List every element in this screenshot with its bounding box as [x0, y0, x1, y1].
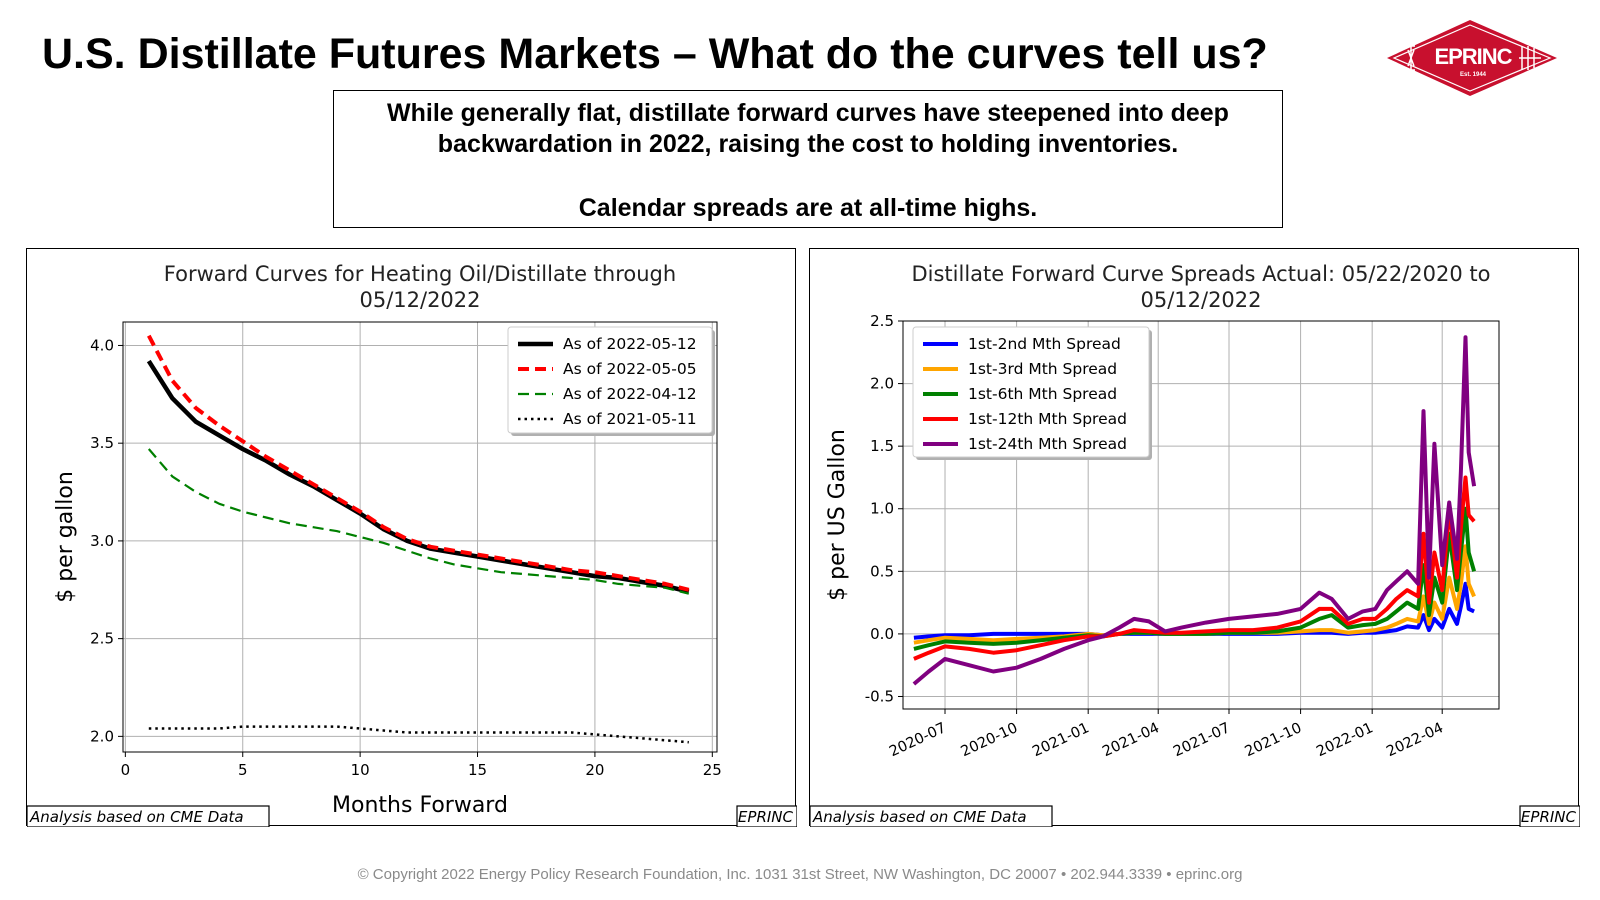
callout-line-1: While generally flat, distillate forward…: [387, 99, 1229, 127]
spreads-panel: Distillate Forward Curve Spreads Actual:…: [809, 248, 1580, 827]
y-tick-label: -0.5: [865, 687, 894, 705]
y-tick-label: 2.5: [90, 630, 114, 648]
x-tick-label: 2020-10: [959, 720, 1021, 760]
x-tick-label: 15: [468, 761, 487, 779]
legend-label: 1st-24th Mth Spread: [968, 435, 1127, 453]
series-line-4: [148, 725, 689, 744]
source-note: Analysis based on CME Data: [812, 808, 1027, 826]
y-tick-label: 0.0: [870, 625, 894, 643]
forward-curves-panel: Forward Curves for Heating Oil/Distillat…: [26, 248, 797, 827]
y-tick-label: 2.0: [90, 727, 114, 745]
svg-text:EPRINC: EPRINC: [1434, 44, 1512, 69]
x-tick-label: 10: [351, 761, 370, 779]
source-note-box: [27, 805, 270, 827]
source-note: Analysis based on CME Data: [29, 808, 244, 826]
series-line-3: [147, 448, 690, 595]
legend-label: As of 2021-05-11: [563, 410, 697, 428]
legend-label: 1st-12th Mth Spread: [968, 410, 1127, 428]
y-tick-label: 2.0: [870, 375, 894, 393]
series-line-1: [913, 581, 1475, 640]
x-tick-label: 2021-10: [1243, 720, 1305, 760]
x-tick-label: 0: [121, 761, 131, 779]
svg-text:Est. 1944: Est. 1944: [1460, 72, 1487, 78]
credit-label: EPRINC: [738, 808, 794, 826]
series-line-3: [913, 506, 1477, 651]
legend-label: 1st-6th Mth Spread: [968, 385, 1117, 403]
eprinc-logo: EPRINC Est. 1944: [1387, 20, 1557, 96]
y-tick-label: 3.5: [90, 434, 114, 452]
series-line-2: [147, 334, 690, 592]
plot-frame: [122, 321, 718, 753]
chart-title: Distillate Forward Curve Spreads Actual:…: [911, 262, 1490, 286]
x-tick-label: 2021-01: [1030, 720, 1092, 760]
x-tick-label: 25: [703, 761, 722, 779]
x-tick-label: 2021-07: [1171, 720, 1233, 760]
series-line-4: [913, 475, 1476, 661]
credit-label: EPRINC: [1521, 808, 1577, 826]
y-axis-label: $ per US Gallon: [825, 429, 850, 601]
y-tick-label: 0.5: [870, 562, 894, 580]
series-line-5: [912, 335, 1477, 686]
x-tick-label: 2021-04: [1100, 720, 1162, 760]
forward-curves-chart: Forward Curves for Heating Oil/Distillat…: [27, 262, 797, 827]
x-tick-label: 2022-04: [1384, 720, 1446, 760]
copyright-footer: © Copyright 2022 Energy Policy Research …: [357, 866, 1243, 883]
legend-label: 1st-2nd Mth Spread: [968, 335, 1121, 353]
plot-frame: [902, 320, 1500, 710]
x-tick-label: 20: [585, 761, 604, 779]
series-line-2: [913, 544, 1476, 645]
legend-label: As of 2022-04-12: [563, 385, 697, 403]
x-axis-label: Months Forward: [332, 793, 508, 818]
y-axis-label: $ per gallon: [53, 471, 78, 603]
source-note-box: [810, 805, 1053, 827]
credit-box: [1519, 805, 1580, 827]
y-tick-label: 4.0: [90, 336, 114, 354]
credit-box: [736, 805, 797, 827]
legend-label: 1st-3rd Mth Spread: [968, 360, 1117, 378]
spreads-chart: Distillate Forward Curve Spreads Actual:…: [810, 262, 1580, 827]
y-tick-label: 1.0: [870, 500, 894, 518]
x-tick-label: 5: [238, 761, 248, 779]
chart-title: 05/12/2022: [1140, 288, 1261, 312]
legend-label: As of 2022-05-12: [563, 335, 697, 353]
y-tick-label: 2.5: [870, 312, 894, 330]
x-tick-label: 2022-01: [1314, 720, 1376, 760]
legend-box: [507, 326, 713, 434]
legend-box: [912, 326, 1150, 458]
callout-line-2: backwardation in 2022, raising the cost …: [437, 130, 1179, 158]
chart-title: Forward Curves for Heating Oil/Distillat…: [164, 262, 676, 286]
legend-label: As of 2022-05-05: [563, 360, 697, 378]
chart-title: 05/12/2022: [359, 288, 480, 312]
y-tick-label: 1.5: [870, 437, 894, 455]
y-tick-label: 3.0: [90, 532, 114, 550]
page-title: U.S. Distillate Futures Markets – What d…: [42, 30, 1268, 78]
x-tick-label: 2020-07: [887, 720, 949, 760]
callout-line-3: Calendar spreads are at all-time highs.: [578, 194, 1038, 222]
key-message-box: While generally flat, distillate forward…: [333, 90, 1283, 228]
